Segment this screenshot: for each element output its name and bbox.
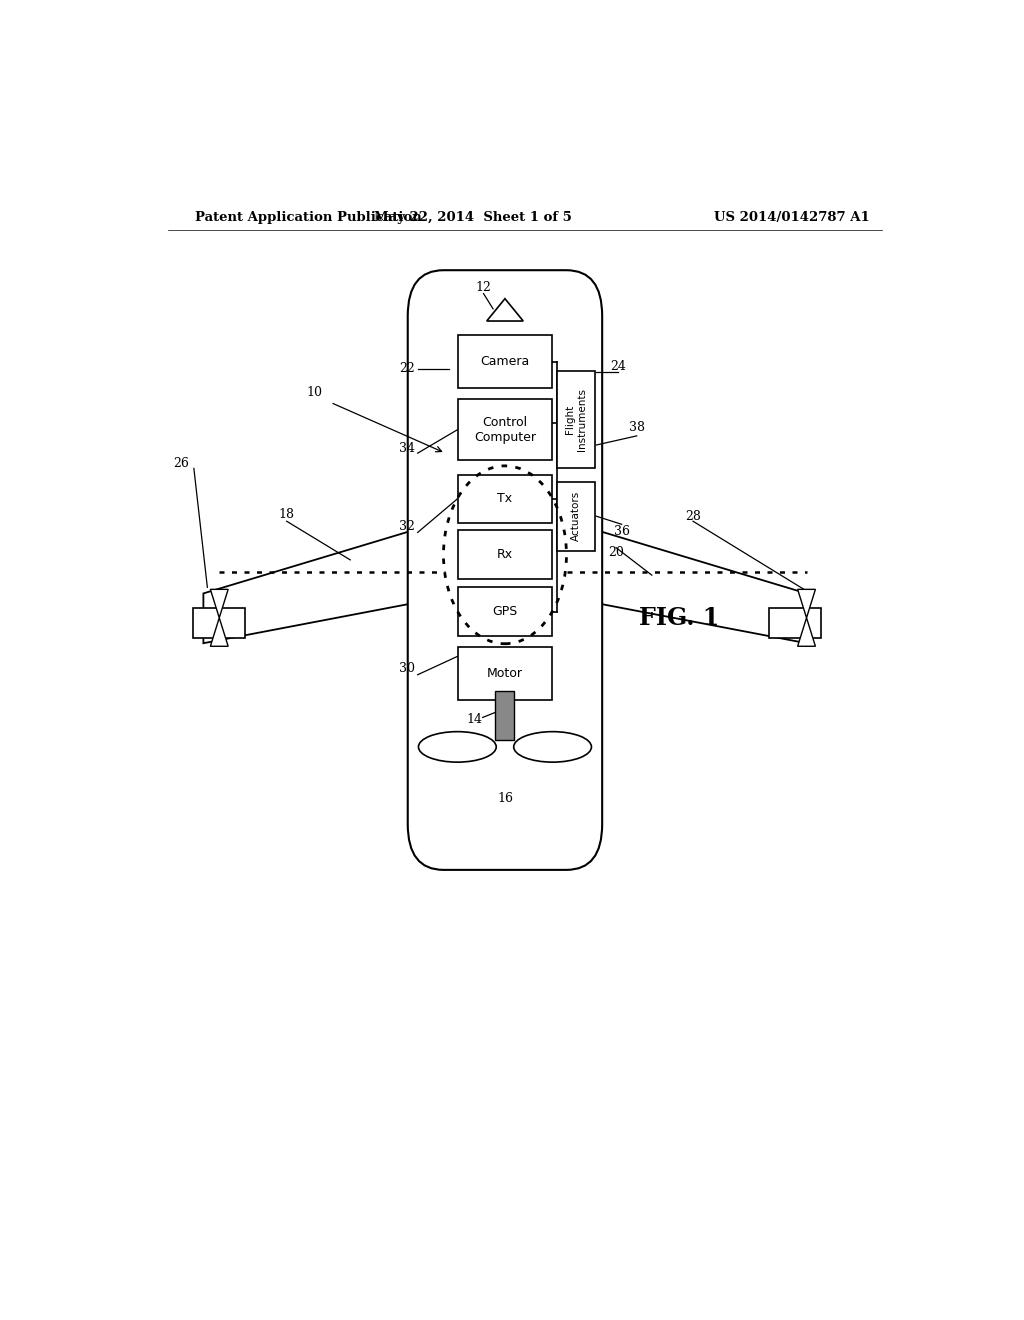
Text: 10: 10 <box>306 385 323 399</box>
Polygon shape <box>798 618 815 647</box>
Ellipse shape <box>419 731 497 762</box>
Text: 34: 34 <box>399 442 416 454</box>
Text: 36: 36 <box>613 525 630 539</box>
Polygon shape <box>798 589 815 618</box>
Bar <box>496 690 514 739</box>
Text: 18: 18 <box>279 508 295 520</box>
Text: May 22, 2014  Sheet 1 of 5: May 22, 2014 Sheet 1 of 5 <box>375 211 572 224</box>
FancyBboxPatch shape <box>458 531 552 579</box>
Text: Control
Computer: Control Computer <box>474 416 536 444</box>
Polygon shape <box>210 589 228 618</box>
Text: 22: 22 <box>399 362 415 375</box>
FancyBboxPatch shape <box>458 647 552 700</box>
Text: Motor: Motor <box>487 667 523 680</box>
Text: Flight
Instruments: Flight Instruments <box>565 388 587 451</box>
FancyBboxPatch shape <box>557 482 595 550</box>
Polygon shape <box>486 298 523 321</box>
Text: Camera: Camera <box>480 355 529 368</box>
Text: 24: 24 <box>609 360 626 374</box>
Text: US 2014/0142787 A1: US 2014/0142787 A1 <box>715 211 870 224</box>
Bar <box>769 607 821 638</box>
Text: 20: 20 <box>608 546 624 560</box>
Text: Rx: Rx <box>497 548 513 561</box>
Text: GPS: GPS <box>493 605 517 618</box>
Text: 32: 32 <box>399 520 416 533</box>
FancyBboxPatch shape <box>408 271 602 870</box>
FancyBboxPatch shape <box>458 335 552 388</box>
Text: FIG. 1: FIG. 1 <box>639 606 720 630</box>
Text: 16: 16 <box>497 792 513 805</box>
Text: 12: 12 <box>475 281 492 294</box>
Text: Tx: Tx <box>498 492 513 506</box>
FancyBboxPatch shape <box>557 371 595 467</box>
Text: 38: 38 <box>629 421 645 434</box>
Text: 28: 28 <box>685 510 701 523</box>
Text: Patent Application Publication: Patent Application Publication <box>196 211 422 224</box>
FancyBboxPatch shape <box>458 587 552 636</box>
Polygon shape <box>204 521 443 643</box>
Polygon shape <box>210 618 228 647</box>
FancyBboxPatch shape <box>458 399 552 461</box>
FancyBboxPatch shape <box>458 474 552 523</box>
Text: 30: 30 <box>399 663 416 675</box>
Text: Actuators: Actuators <box>571 491 581 541</box>
Bar <box>194 607 245 638</box>
Text: 26: 26 <box>173 457 189 470</box>
Text: 14: 14 <box>467 713 482 726</box>
Ellipse shape <box>514 731 592 762</box>
Polygon shape <box>567 521 807 643</box>
